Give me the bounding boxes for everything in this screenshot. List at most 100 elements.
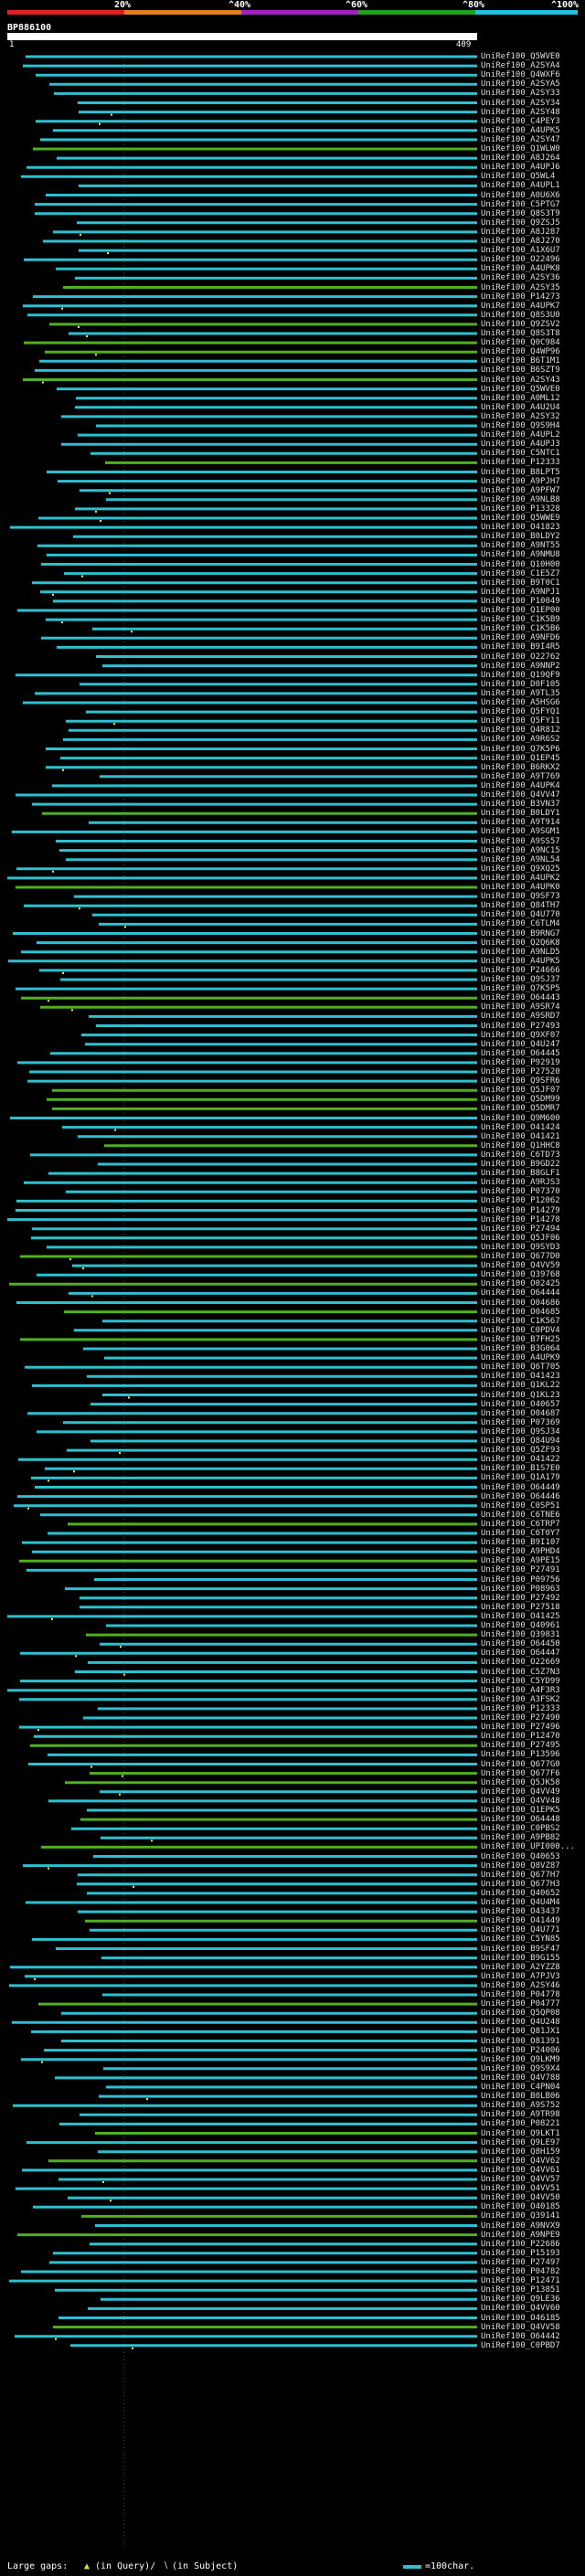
hit-label[interactable]: UniRef100_O41421 bbox=[481, 1131, 560, 1141]
hit-label[interactable]: UniRef100_Q8H159 bbox=[481, 2147, 560, 2157]
hit-label[interactable]: UniRef100_O02425 bbox=[481, 1279, 560, 1289]
hit-label[interactable]: UniRef100_Q1KL23 bbox=[481, 1390, 560, 1400]
hit-label[interactable]: UniRef100_B9GD22 bbox=[481, 1160, 560, 1169]
hit-label[interactable]: UniRef100_Q9SJ37 bbox=[481, 975, 560, 984]
hit-label[interactable]: UniRef100_Q39831 bbox=[481, 1630, 560, 1640]
hit-label[interactable]: UniRef100_P12062 bbox=[481, 1196, 560, 1206]
hit-label[interactable]: UniRef100_P27494 bbox=[481, 1224, 560, 1234]
hit-label[interactable]: UniRef100_A4UPL2 bbox=[481, 430, 560, 440]
hit-label[interactable]: UniRef100_A9NNP2 bbox=[481, 661, 560, 671]
hit-label[interactable]: UniRef100_A8J287 bbox=[481, 227, 560, 237]
hit-label[interactable]: UniRef100_P04778 bbox=[481, 1990, 560, 1999]
hit-label[interactable]: UniRef100_A9NC15 bbox=[481, 845, 560, 855]
hit-label[interactable]: UniRef100_A2SYA5 bbox=[481, 80, 560, 90]
hit-label[interactable]: UniRef100_Q4U4M4 bbox=[481, 1898, 560, 1907]
hit-label[interactable]: UniRef100_Q4WXF6 bbox=[481, 70, 560, 80]
hit-label[interactable]: UniRef100_P24666 bbox=[481, 965, 560, 975]
hit-label[interactable]: UniRef100_P04777 bbox=[481, 1999, 560, 2009]
hit-label[interactable]: UniRef100_Q4VV61 bbox=[481, 2165, 560, 2175]
hit-label[interactable]: UniRef100_B9I4R5 bbox=[481, 642, 560, 652]
hit-label[interactable]: UniRef100_B6RKX2 bbox=[481, 762, 560, 772]
hit-label[interactable]: UniRef100_C6TNE6 bbox=[481, 1510, 560, 1520]
hit-label[interactable]: UniRef100_O41423 bbox=[481, 1372, 560, 1382]
hit-label[interactable]: UniRef100_C5Z7N3 bbox=[481, 1667, 560, 1677]
hit-label[interactable]: UniRef100_O40185 bbox=[481, 2202, 560, 2212]
hit-label[interactable]: UniRef100_B6SZT9 bbox=[481, 366, 560, 376]
hit-label[interactable]: UniRef100_Q4VV49 bbox=[481, 1786, 560, 1797]
hit-label[interactable]: UniRef100_P14273 bbox=[481, 292, 560, 302]
hit-label[interactable]: UniRef100_Q5WWE9 bbox=[481, 514, 560, 523]
hit-label[interactable]: UniRef100_Q40652 bbox=[481, 1888, 560, 1898]
hit-label[interactable]: UniRef100_B6T1M1 bbox=[481, 356, 560, 366]
hit-label[interactable]: UniRef100_Q9ZSJ5 bbox=[481, 217, 560, 228]
hit-label[interactable]: UniRef100_Q9XQ25 bbox=[481, 864, 560, 874]
hit-label[interactable]: UniRef100_Q5JF07 bbox=[481, 1086, 560, 1096]
hit-label[interactable]: UniRef100_Q1WLW0 bbox=[481, 144, 560, 154]
hit-label[interactable]: UniRef100_P27490 bbox=[481, 1713, 560, 1723]
hit-label[interactable]: UniRef100_Q677F6 bbox=[481, 1768, 560, 1778]
hit-label[interactable]: UniRef100_B0LB06 bbox=[481, 2092, 560, 2102]
hit-label[interactable]: UniRef100_P13596 bbox=[481, 1750, 560, 1760]
hit-label[interactable]: UniRef100_Q1EPK5 bbox=[481, 1806, 560, 1815]
hit-label[interactable]: UniRef100_Q9LE97 bbox=[481, 2137, 560, 2147]
hit-label[interactable]: UniRef100_Q9S9X4 bbox=[481, 2063, 560, 2073]
hit-label[interactable]: UniRef100_A4F3R3 bbox=[481, 1685, 560, 1695]
hit-label[interactable]: UniRef100_P27497 bbox=[481, 2257, 560, 2267]
hit-label[interactable]: UniRef100_Q4U247 bbox=[481, 1039, 560, 1049]
hit-label[interactable]: UniRef100_A9NPJ1 bbox=[481, 587, 560, 597]
hit-label[interactable]: UniRef100_O04685 bbox=[481, 1307, 560, 1317]
hit-label[interactable]: UniRef100_Q8S3T8 bbox=[481, 329, 560, 338]
hit-label[interactable]: UniRef100_C4PEY3 bbox=[481, 116, 560, 126]
hit-label[interactable]: UniRef100_A9R6S2 bbox=[481, 735, 560, 745]
hit-label[interactable]: UniRef100_Q19QF9 bbox=[481, 670, 560, 680]
hit-label[interactable]: UniRef100_Q9SJ34 bbox=[481, 1426, 560, 1436]
hit-label[interactable]: UniRef100_Q9SFR6 bbox=[481, 1076, 560, 1087]
hit-label[interactable]: UniRef100_Q677H3 bbox=[481, 1879, 560, 1889]
hit-label[interactable]: UniRef100_Q4U248 bbox=[481, 2018, 560, 2028]
hit-label[interactable]: UniRef100_P22686 bbox=[481, 2239, 560, 2249]
hit-label[interactable]: UniRef100_A4UPJ6 bbox=[481, 163, 560, 173]
hit-label[interactable]: UniRef100_A2SY36 bbox=[481, 273, 560, 283]
hit-label[interactable]: UniRef100_D0F105 bbox=[481, 679, 560, 689]
hit-label[interactable]: UniRef100_Q4VV62 bbox=[481, 2156, 560, 2166]
hit-label[interactable]: UniRef100_A9PJH7 bbox=[481, 476, 560, 486]
hit-label[interactable]: UniRef100_Q4VV47 bbox=[481, 790, 560, 800]
hit-label[interactable]: UniRef100_C1K5B6 bbox=[481, 624, 560, 634]
hit-label[interactable]: UniRef100_P12333 bbox=[481, 458, 560, 468]
hit-label[interactable]: UniRef100_A9RJS3 bbox=[481, 1178, 560, 1188]
hit-label[interactable]: UniRef100_O64444 bbox=[481, 1288, 560, 1299]
hit-label[interactable]: UniRef100_C0PBD7 bbox=[481, 2340, 560, 2350]
hit-label[interactable]: UniRef100_O46185 bbox=[481, 2313, 560, 2323]
hit-label[interactable]: UniRef100_Q5WL4 bbox=[481, 172, 556, 182]
hit-label[interactable]: UniRef100_P08963 bbox=[481, 1584, 560, 1594]
hit-label[interactable]: UniRef100_A9PHD4 bbox=[481, 1547, 560, 1557]
hit-label[interactable]: UniRef100_A9NLB8 bbox=[481, 494, 560, 504]
hit-label[interactable]: UniRef100_A5HSG6 bbox=[481, 698, 560, 707]
hit-label[interactable]: UniRef100_O04686 bbox=[481, 1298, 560, 1308]
hit-label[interactable]: UniRef100_A9PE15 bbox=[481, 1556, 560, 1566]
hit-label[interactable]: UniRef100_A2YZZ8 bbox=[481, 1962, 560, 1972]
hit-label[interactable]: UniRef100_Q10H00 bbox=[481, 559, 560, 569]
hit-label[interactable]: UniRef100_Q677G0 bbox=[481, 1759, 560, 1769]
hit-label[interactable]: UniRef100_A4UPK5 bbox=[481, 956, 560, 966]
hit-label[interactable]: UniRef100_A9T914 bbox=[481, 818, 560, 828]
hit-label[interactable]: UniRef100_A2SY34 bbox=[481, 98, 560, 108]
hit-label[interactable]: UniRef100_Q1KL22 bbox=[481, 1381, 560, 1391]
hit-label[interactable]: UniRef100_A0U6X6 bbox=[481, 190, 560, 200]
hit-label[interactable]: UniRef100_Q4VV58 bbox=[481, 2322, 560, 2332]
hit-label[interactable]: UniRef100_C5YD99 bbox=[481, 1676, 560, 1686]
hit-label[interactable]: UniRef100_Q1HHC8 bbox=[481, 1140, 560, 1150]
hit-label[interactable]: UniRef100_Q4VV51 bbox=[481, 2184, 560, 2194]
hit-label[interactable]: UniRef100_Q4VV50 bbox=[481, 2193, 560, 2203]
hit-label[interactable]: UniRef100_A4UPK4 bbox=[481, 780, 560, 790]
hit-label[interactable]: UniRef100_A9NMU8 bbox=[481, 550, 560, 560]
hit-label[interactable]: UniRef100_P92919 bbox=[481, 1057, 560, 1067]
hit-label[interactable]: UniRef100_A0ML12 bbox=[481, 393, 560, 403]
hit-label[interactable]: UniRef100_C5YN85 bbox=[481, 1935, 560, 1945]
hit-label[interactable]: UniRef100_A4UPK0 bbox=[481, 883, 560, 892]
hit-label[interactable]: UniRef100_B0LDY2 bbox=[481, 532, 560, 542]
hit-label[interactable]: UniRef100_A9NL54 bbox=[481, 854, 560, 864]
hit-label[interactable]: UniRef100_A4UPK5 bbox=[481, 125, 560, 135]
hit-label[interactable]: UniRef100_Q5FYQ1 bbox=[481, 707, 560, 717]
hit-label[interactable]: UniRef100_A2SY35 bbox=[481, 282, 560, 292]
